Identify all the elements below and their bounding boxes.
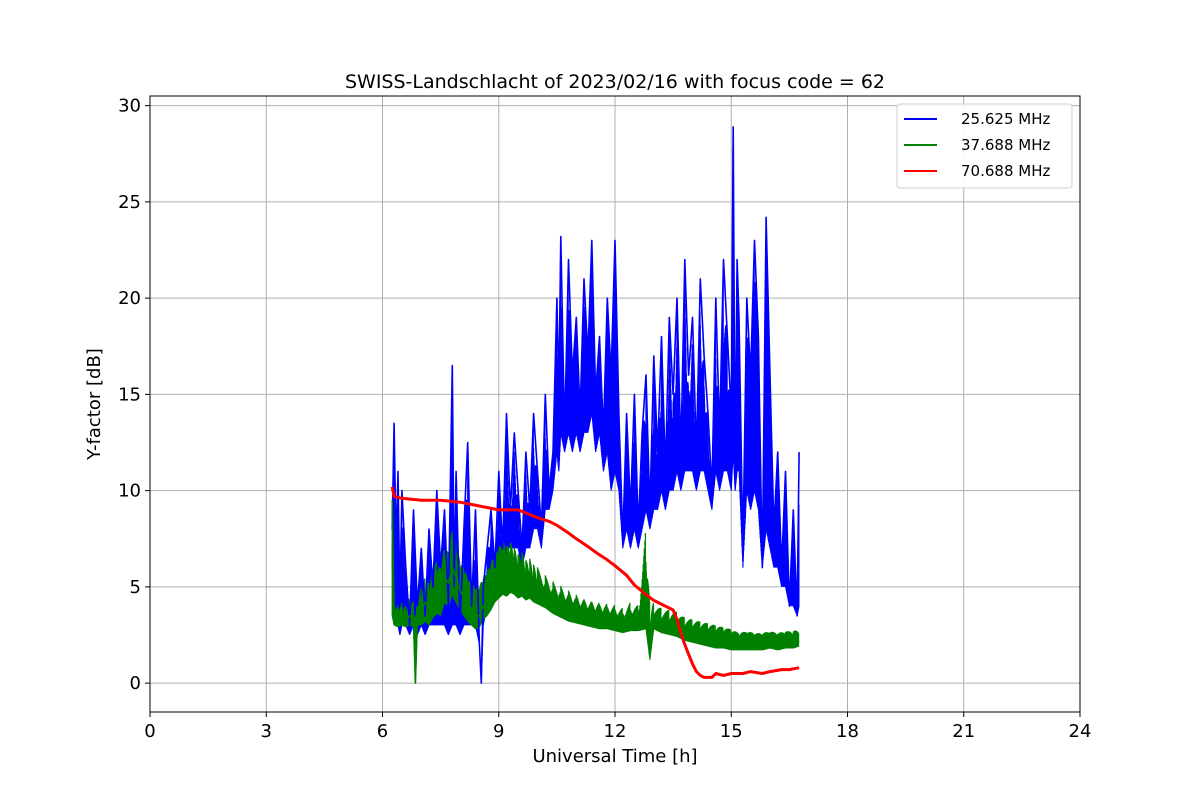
- x-tick-label: 15: [720, 721, 743, 742]
- legend: 25.625 MHz 37.688 MHz 70.688 MHz: [896, 103, 1073, 189]
- x-tick-label: 21: [952, 721, 975, 742]
- x-tick-label: 0: [144, 721, 155, 742]
- y-tick-label: 30: [118, 96, 141, 117]
- y-axis-label: Y-factor [dB]: [84, 348, 105, 461]
- x-tick-label: 6: [377, 721, 388, 742]
- legend-label-2: 70.688 MHz: [961, 162, 1050, 180]
- series-line-0: [391, 126, 800, 684]
- y-tick-label: 10: [118, 481, 141, 502]
- x-tick-label: 12: [604, 721, 627, 742]
- y-tick-label: 20: [118, 288, 141, 309]
- x-tick-label: 24: [1069, 721, 1092, 742]
- x-tick-label: 9: [493, 721, 504, 742]
- series-line-2: [390, 486, 800, 679]
- y-tick-label: 25: [118, 192, 141, 213]
- legend-label-1: 37.688 MHz: [961, 136, 1050, 154]
- series-lines: [390, 126, 800, 684]
- x-axis-label: Universal Time [h]: [532, 746, 697, 767]
- axis-ticks: 0 3 6 9 12 15 18 21 24 0 5 10 15 20 25 30: [118, 96, 1091, 742]
- y-tick-label: 15: [118, 384, 141, 405]
- y-tick-label: 5: [130, 577, 141, 598]
- legend-label-0: 25.625 MHz: [961, 110, 1050, 128]
- legend-box: [896, 103, 1073, 189]
- y-tick-label: 0: [130, 673, 141, 694]
- chart-title: SWISS-Landschlacht of 2023/02/16 with fo…: [345, 71, 885, 93]
- series-line-1: [391, 500, 800, 684]
- x-tick-label: 3: [261, 721, 272, 742]
- x-tick-label: 18: [836, 721, 859, 742]
